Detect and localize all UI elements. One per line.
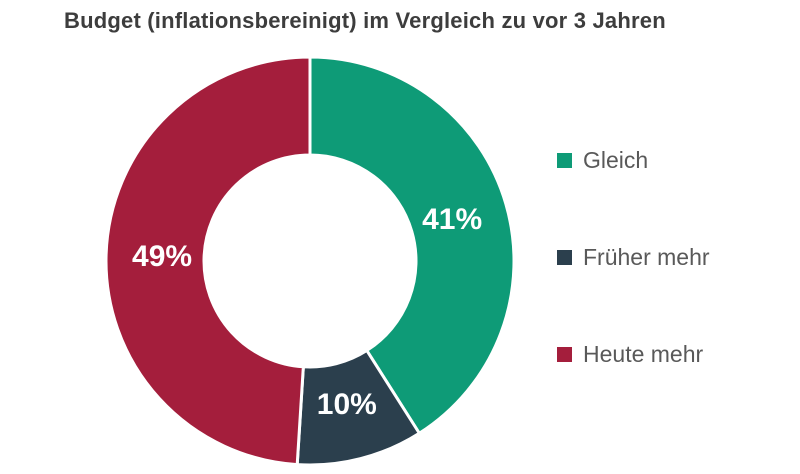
legend-swatch-frueher-mehr <box>557 249 572 265</box>
legend-item-gleich: Gleich <box>557 146 710 174</box>
donut-segment-heute-mehr <box>104 55 312 467</box>
slice-label-heute-mehr: 49% <box>132 240 192 273</box>
legend-item-heute-mehr: Heute mehr <box>557 340 710 368</box>
donut-chart: 41% 10% 49% <box>104 55 516 467</box>
slice-label-fruher-mehr: 10% <box>317 388 377 421</box>
legend-label-heute-mehr: Heute mehr <box>583 340 704 367</box>
chart-title: Budget (inflationsbereinigt) im Vergleic… <box>64 8 666 33</box>
legend-swatch-heute-mehr <box>557 346 572 362</box>
legend-label-frueher-mehr: Früher mehr <box>583 243 710 270</box>
legend-swatch-gleich <box>557 152 572 168</box>
legend-item-frueher-mehr: Früher mehr <box>557 243 710 271</box>
donut-segment-gleich <box>308 55 516 435</box>
legend-label-gleich: Gleich <box>583 146 649 173</box>
legend: Gleich Früher mehr Heute mehr <box>557 146 710 368</box>
slice-label-gleich: 41% <box>422 203 482 236</box>
